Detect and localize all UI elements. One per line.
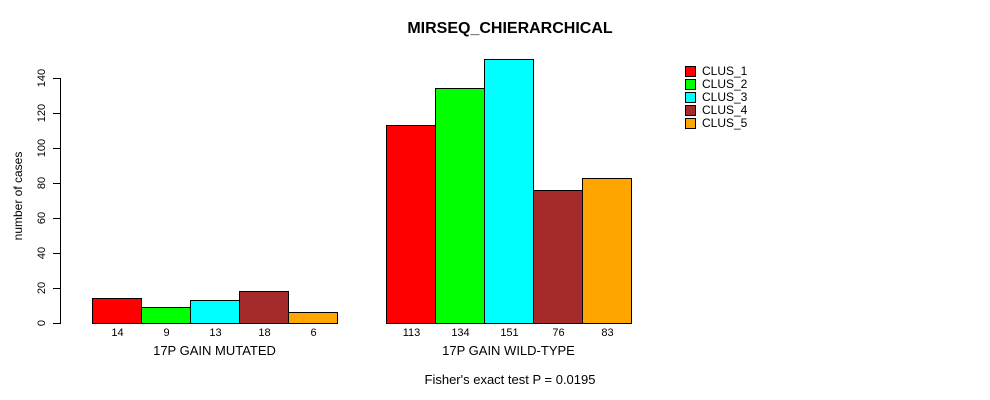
legend-swatch bbox=[685, 66, 696, 77]
bar-value-label: 83 bbox=[601, 327, 614, 339]
y-axis-tick bbox=[53, 113, 60, 114]
bar-clus-3-17p-gain-wild-type bbox=[484, 59, 534, 324]
y-axis-tick-label: 0 bbox=[36, 319, 48, 327]
y-axis-tick bbox=[53, 78, 60, 79]
y-axis-tick bbox=[53, 218, 60, 219]
legend-item-clus_1: CLUS_1 bbox=[685, 65, 747, 78]
bar-value-label: 76 bbox=[552, 327, 565, 339]
subtitle-fisher-test: Fisher's exact test P = 0.0195 bbox=[424, 372, 596, 387]
legend-label: CLUS_4 bbox=[702, 103, 748, 117]
y-axis-title: number of cases bbox=[11, 151, 25, 241]
legend-item-clus_5: CLUS_5 bbox=[685, 117, 747, 130]
y-axis-line bbox=[60, 78, 61, 324]
bar-clus-5-17p-gain-mutated bbox=[288, 312, 338, 324]
y-axis-tick-label: 40 bbox=[36, 246, 48, 260]
legend-item-clus_2: CLUS_2 bbox=[685, 78, 747, 91]
legend-swatch bbox=[685, 105, 696, 116]
legend: CLUS_1 CLUS_2 CLUS_3 CLUS_4 CLUS_5 bbox=[685, 65, 747, 130]
legend-item-clus_3: CLUS_3 bbox=[685, 91, 747, 104]
legend-swatch bbox=[685, 79, 696, 90]
bar-clus-2-17p-gain-wild-type bbox=[435, 88, 485, 324]
bar-value-label: 113 bbox=[402, 327, 421, 339]
y-axis-tick bbox=[53, 148, 60, 149]
bar-clus-4-17p-gain-wild-type bbox=[533, 190, 583, 324]
y-axis-tick-label: 120 bbox=[36, 103, 48, 123]
y-axis-tick bbox=[53, 183, 60, 184]
y-axis-tick bbox=[53, 323, 60, 324]
bar-value-label: 9 bbox=[163, 327, 170, 339]
bar-clus-5-17p-gain-wild-type bbox=[582, 178, 632, 324]
y-axis-tick-label: 60 bbox=[36, 211, 48, 225]
legend-label: CLUS_5 bbox=[702, 116, 748, 130]
bar-value-label: 134 bbox=[451, 327, 470, 339]
y-axis-tick-label: 20 bbox=[36, 281, 48, 295]
bar-clus-3-17p-gain-mutated bbox=[190, 300, 240, 324]
y-axis-tick-label: 80 bbox=[36, 176, 48, 190]
bar-value-label: 14 bbox=[111, 327, 124, 339]
bar-value-label: 151 bbox=[500, 327, 519, 339]
bar-clus-1-17p-gain-wild-type bbox=[386, 125, 436, 324]
x-group-label: 17P GAIN MUTATED bbox=[153, 343, 276, 358]
y-axis-tick bbox=[53, 253, 60, 254]
bar-clus-2-17p-gain-mutated bbox=[141, 307, 191, 324]
legend-label: CLUS_2 bbox=[702, 77, 748, 91]
legend-label: CLUS_3 bbox=[702, 90, 748, 104]
bar-clus-1-17p-gain-mutated bbox=[92, 298, 142, 324]
legend-item-clus_4: CLUS_4 bbox=[685, 104, 747, 117]
legend-swatch bbox=[685, 118, 696, 129]
chart-title: MIRSEQ_CHIERARCHICAL bbox=[407, 20, 613, 37]
y-axis-tick-label: 100 bbox=[36, 138, 48, 158]
legend-swatch bbox=[685, 92, 696, 103]
y-axis-tick-label: 140 bbox=[36, 68, 48, 88]
legend-label: CLUS_1 bbox=[702, 64, 748, 78]
bar-value-label: 18 bbox=[258, 327, 271, 339]
bar-clus-4-17p-gain-mutated bbox=[239, 291, 289, 324]
y-axis-tick bbox=[53, 288, 60, 289]
x-group-label: 17P GAIN WILD-TYPE bbox=[442, 343, 575, 358]
bar-value-label: 6 bbox=[310, 327, 317, 339]
bar-value-label: 13 bbox=[209, 327, 222, 339]
